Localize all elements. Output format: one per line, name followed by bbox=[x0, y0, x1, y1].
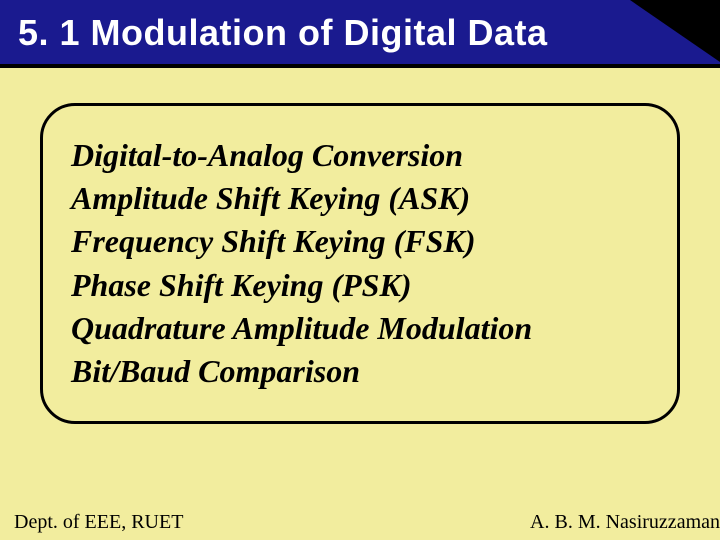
slide-title: 5. 1 Modulation of Digital Data bbox=[18, 12, 702, 54]
topic-item: Quadrature Amplitude Modulation bbox=[63, 307, 657, 350]
corner-triangle-decoration bbox=[630, 0, 720, 62]
topic-item: Phase Shift Keying (PSK) bbox=[63, 264, 657, 307]
footer-left-text: Dept. of EEE, RUET bbox=[14, 511, 183, 534]
footer-right-text: A. B. M. Nasiruzzaman bbox=[530, 511, 720, 534]
topic-item: Amplitude Shift Keying (ASK) bbox=[63, 177, 657, 220]
content-box: Digital-to-Analog Conversion Amplitude S… bbox=[40, 103, 680, 424]
topic-item: Frequency Shift Keying (FSK) bbox=[63, 220, 657, 263]
title-bar: 5. 1 Modulation of Digital Data bbox=[0, 0, 720, 68]
topic-item: Digital-to-Analog Conversion bbox=[63, 134, 657, 177]
footer: Dept. of EEE, RUET A. B. M. Nasiruzzaman bbox=[0, 511, 720, 534]
topic-item: Bit/Baud Comparison bbox=[63, 350, 657, 393]
